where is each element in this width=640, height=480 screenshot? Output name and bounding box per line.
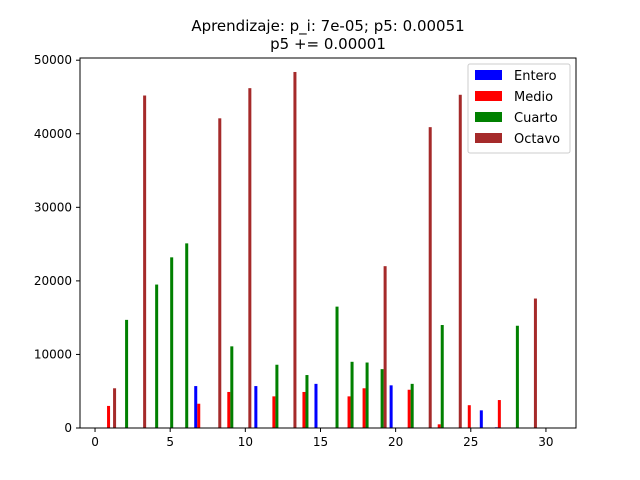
bar-cuarto-10 [380, 369, 384, 428]
bar-octavo-6 [428, 127, 432, 429]
bar-entero-2 [314, 383, 318, 428]
bar-medio-9 [467, 405, 471, 428]
chart-title: Aprendizaje: p_i: 7e-05; p5: 0.00051 [191, 17, 464, 36]
y-tick-label-5: 50000 [34, 53, 72, 67]
x-tick-label-6: 30 [538, 435, 553, 449]
bar-medio-6 [362, 388, 366, 428]
bar-entero-1 [254, 386, 258, 428]
bar-octavo-4 [293, 71, 297, 428]
bar-cuarto-5 [275, 364, 279, 428]
bar-medio-7 [407, 389, 411, 428]
bar-entero-4 [479, 410, 483, 428]
bar-octavo-2 [218, 118, 222, 428]
bar-medio-1 [197, 403, 201, 428]
bar-octavo-5 [383, 266, 387, 428]
bar-entero-0 [194, 386, 198, 428]
bar-cuarto-6 [305, 375, 309, 428]
legend-swatch-entero [475, 70, 502, 80]
bar-cuarto-13 [515, 325, 519, 428]
y-tick-label-4: 40000 [34, 127, 72, 141]
bar-medio-5 [347, 396, 351, 428]
y-tick-label-3: 30000 [34, 200, 72, 214]
plot-frame [79, 57, 577, 429]
x-tick-label-4: 20 [388, 435, 403, 449]
bar-medio-0 [107, 405, 111, 428]
legend: Entero Medio Cuarto Octavo [467, 63, 571, 154]
y-tick-label-2: 20000 [34, 274, 72, 288]
bar-cuarto-2 [170, 257, 174, 428]
x-tick-label-5: 25 [463, 435, 478, 449]
bar-cuarto-4 [230, 346, 234, 428]
bar-cuarto-9 [365, 362, 369, 428]
bar-cuarto-1 [155, 284, 159, 428]
legend-label-entero: Entero [514, 69, 557, 84]
legend-swatch-cuarto [475, 112, 502, 122]
bar-cuarto-0 [125, 319, 129, 428]
bar-cuarto-7 [335, 306, 339, 428]
legend-label-cuarto: Cuarto [514, 111, 558, 126]
x-tick-label-1: 5 [166, 435, 174, 449]
bar-octavo-1 [143, 95, 147, 428]
x-axis: 0 5 10 15 20 25 30 [91, 428, 554, 449]
bar-medio-10 [497, 400, 501, 428]
chart-subtitle: p5 += 0.00001 [270, 35, 386, 53]
bar-octavo-8 [533, 298, 537, 428]
x-tick-label-0: 0 [91, 435, 99, 449]
bar-cuarto-3 [185, 243, 189, 428]
legend-label-octavo: Octavo [514, 132, 560, 147]
bar-octavo-7 [458, 94, 462, 428]
x-tick-label-2: 10 [238, 435, 253, 449]
y-tick-label-1: 10000 [34, 347, 72, 361]
bar-medio-4 [302, 391, 306, 428]
legend-swatch-medio [475, 91, 502, 101]
bar-octavo-0 [113, 388, 117, 428]
bar-medio-3 [272, 396, 276, 428]
bar-octavo-3 [248, 88, 252, 428]
x-tick-label-3: 15 [313, 435, 328, 449]
bar-medio-8 [437, 424, 441, 428]
bar-cuarto-11 [410, 383, 414, 428]
plot-bars [107, 71, 537, 429]
bar-entero-3 [389, 385, 393, 428]
y-axis: 0 10000 20000 30000 40000 50000 [34, 53, 80, 435]
legend-label-medio: Medio [514, 90, 553, 105]
legend-swatch-octavo [475, 133, 502, 143]
bar-cuarto-8 [350, 361, 354, 428]
bar-medio-2 [227, 391, 231, 428]
y-tick-label-0: 0 [64, 421, 72, 435]
legend-box [467, 63, 571, 154]
bar-cuarto-12 [440, 325, 444, 428]
